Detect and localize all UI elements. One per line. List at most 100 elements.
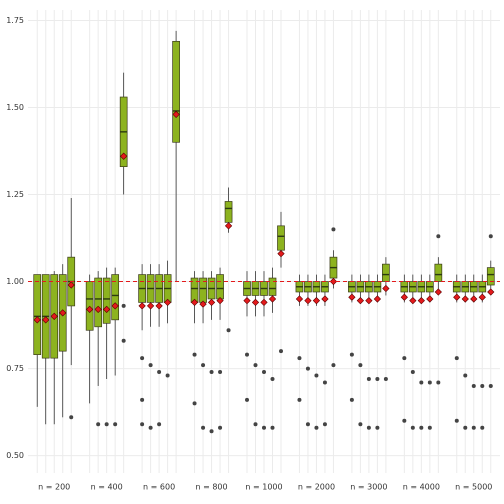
mean-marker	[478, 293, 486, 301]
outlier	[314, 373, 319, 378]
mean-marker	[138, 302, 146, 310]
mean-marker	[94, 305, 102, 314]
mean-marker	[417, 297, 425, 305]
mean-marker	[426, 295, 434, 303]
box	[434, 263, 443, 282]
mean-marker	[268, 295, 277, 303]
outlier	[140, 422, 145, 427]
outlier	[471, 425, 476, 430]
mean-marker	[400, 293, 408, 301]
outlier	[305, 366, 310, 371]
y-tick-label: 1.50	[6, 103, 24, 112]
mean-marker	[120, 152, 128, 160]
x-tick-label: n = 4000	[403, 483, 440, 492]
outlier	[322, 422, 327, 427]
mean-marker	[33, 316, 41, 324]
outlier	[436, 234, 441, 239]
mean-marker	[260, 298, 268, 307]
outlier	[480, 425, 485, 430]
outlier	[96, 422, 101, 427]
outlier	[366, 425, 371, 430]
outlier	[349, 352, 354, 357]
outlier	[436, 380, 441, 385]
x-tick-label: n = 2000	[298, 483, 335, 492]
box	[224, 201, 233, 223]
mean-marker	[470, 295, 478, 303]
outlier	[402, 418, 407, 423]
outlier	[253, 363, 258, 368]
mean-marker	[243, 297, 251, 305]
outlier	[140, 356, 145, 361]
outlier	[262, 425, 266, 430]
y-tick-label: 0.75	[6, 364, 24, 373]
outlier	[192, 352, 197, 357]
outlier	[157, 422, 162, 427]
outlier	[410, 425, 415, 430]
box	[216, 274, 224, 300]
x-tick-label: n = 3000	[350, 483, 387, 492]
outlier	[165, 373, 170, 378]
outlier	[383, 377, 388, 382]
outlier	[104, 422, 109, 427]
mean-marker	[487, 288, 495, 296]
box	[102, 277, 111, 324]
mean-marker	[382, 284, 390, 293]
outlier	[279, 349, 283, 354]
outlier	[454, 418, 459, 423]
mean-marker	[103, 305, 111, 314]
outlier	[454, 356, 459, 361]
mean-marker	[146, 302, 155, 310]
box	[33, 274, 42, 355]
x-tick-label: n = 600	[143, 483, 175, 492]
outlier	[157, 370, 162, 375]
y-tick-label: 1.00	[6, 277, 24, 286]
outlier	[463, 425, 468, 430]
mean-marker	[295, 295, 304, 303]
outlier	[140, 397, 145, 402]
outlier	[358, 363, 363, 368]
mean-marker	[348, 293, 356, 301]
outlier	[218, 370, 223, 375]
outlier	[488, 234, 493, 239]
x-tick-label: n = 400	[91, 483, 123, 492]
outlier	[480, 383, 485, 388]
mean-marker	[155, 302, 163, 310]
outlier	[314, 425, 319, 430]
mean-marker	[172, 110, 180, 119]
mean-marker	[461, 295, 469, 303]
x-tick-label: n = 5000	[455, 483, 492, 492]
outlier	[148, 363, 153, 368]
mean-marker	[251, 298, 260, 307]
mean-marker	[329, 277, 338, 286]
x-tick-label: n = 200	[38, 483, 70, 492]
outlier	[331, 227, 336, 232]
outlier	[253, 422, 258, 427]
outlier	[419, 380, 424, 385]
box	[94, 277, 103, 328]
box	[268, 277, 277, 296]
outlier	[366, 377, 371, 382]
mean-marker	[321, 295, 329, 303]
mean-marker	[216, 297, 224, 305]
mean-marker	[373, 295, 382, 303]
mean-marker	[277, 250, 285, 258]
outlier	[419, 425, 424, 430]
outlier	[201, 363, 206, 368]
outlier	[402, 356, 407, 361]
outlier	[245, 397, 249, 402]
outlier	[218, 425, 223, 430]
outlier	[69, 415, 74, 420]
mean-marker	[312, 297, 321, 305]
mean-marker	[111, 302, 119, 310]
mean-marker	[59, 309, 67, 317]
outlier	[427, 425, 432, 430]
x-tick-label: n = 1000	[245, 483, 282, 492]
outlier	[331, 363, 336, 368]
mean-marker	[304, 297, 312, 305]
outlier	[121, 303, 126, 308]
mean-marker	[224, 222, 233, 230]
outlier	[270, 377, 275, 382]
outlier	[192, 401, 197, 406]
mean-marker	[86, 305, 94, 314]
